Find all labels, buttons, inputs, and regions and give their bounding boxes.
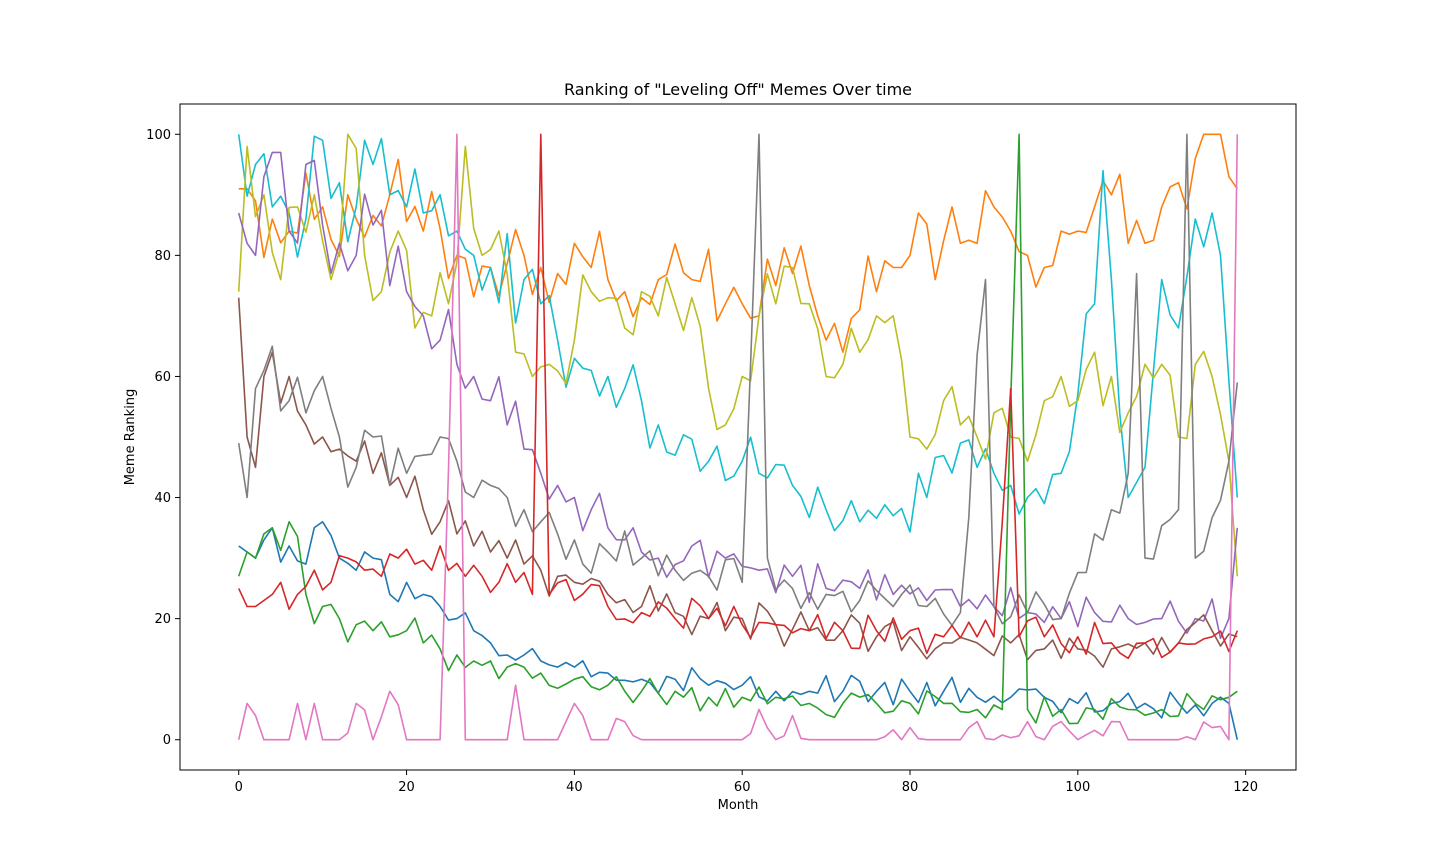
y-tick-label: 100 xyxy=(146,128,171,143)
x-tick-label: 120 xyxy=(1233,780,1258,795)
series-line-1 xyxy=(238,133,1238,354)
chart-title: Ranking of "Leveling Off" Memes Over tim… xyxy=(564,80,912,99)
x-tick-label: 20 xyxy=(398,780,415,795)
y-tick-label: 60 xyxy=(154,370,171,385)
series-line-4 xyxy=(237,151,1239,640)
series-line-5 xyxy=(237,297,1238,669)
series-line-6 xyxy=(237,133,1239,627)
plot-frame xyxy=(179,103,1297,771)
x-tick-label: 40 xyxy=(566,780,583,795)
x-tick-label: 100 xyxy=(1065,780,1090,795)
x-tick-label: 80 xyxy=(902,780,919,795)
y-axis-title: Meme Ranking xyxy=(123,389,138,486)
x-tick-label: 60 xyxy=(734,780,751,795)
x-tick-label: 0 xyxy=(235,780,243,795)
series-line-7 xyxy=(238,520,1239,740)
x-axis: 0 20 40 60 80 100 120 xyxy=(235,770,1258,795)
series-line-10 xyxy=(237,133,1239,741)
x-axis-title: Month xyxy=(718,798,759,813)
y-tick-label: 20 xyxy=(154,612,171,627)
series-line-3 xyxy=(237,133,1239,577)
y-tick-label: 40 xyxy=(154,491,171,506)
series-lines xyxy=(237,133,1239,741)
y-axis: 0 20 40 60 80 100 xyxy=(146,128,180,748)
series-line-9 xyxy=(237,133,1239,660)
plot-area xyxy=(179,103,1297,771)
y-tick-label: 0 xyxy=(163,733,171,748)
series-line-8 xyxy=(237,133,1238,725)
y-tick-label: 80 xyxy=(154,249,171,264)
series-line-2 xyxy=(237,134,1239,533)
